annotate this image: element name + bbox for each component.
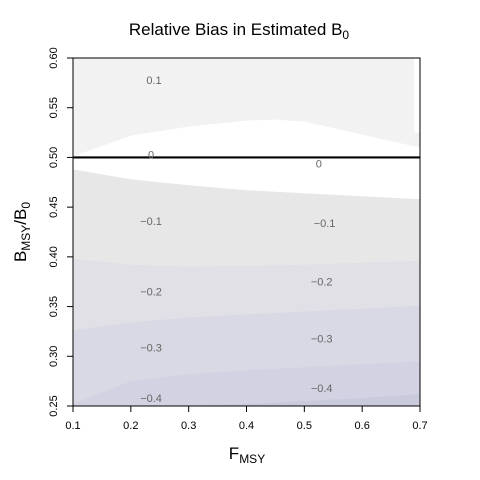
contour-label: −0.2: [140, 287, 162, 299]
x-tick-label: 0.4: [239, 420, 254, 432]
contour-label: −0.1: [314, 218, 336, 230]
x-axis: 0.1 0.2 0.3 0.4 0.5 0.6 0.7: [65, 406, 428, 432]
contour-label: 0: [148, 149, 154, 161]
contour-label: −0.4: [140, 393, 162, 405]
y-tick-label: 0.35: [48, 296, 60, 317]
x-tick-label: 0.3: [181, 420, 196, 432]
x-tick-label: 0.7: [412, 420, 427, 432]
contour-label: −0.3: [140, 342, 162, 354]
y-tick-label: 0.55: [48, 97, 60, 118]
contour-label: 0.1: [146, 75, 161, 87]
plot-area: [72, 57, 421, 407]
contour-label: −0.2: [311, 277, 333, 289]
y-tick-label: 0.25: [48, 395, 60, 416]
y-tick-label: 0.60: [48, 47, 60, 68]
y-axis-title: BMSY/B0: [11, 202, 33, 262]
contour-band-zero-upper: [73, 119, 420, 158]
x-axis-title: FMSY: [229, 444, 265, 466]
x-tick-label: 0.1: [65, 420, 80, 432]
chart-title: Relative Bias in Estimated B0: [129, 20, 350, 42]
contour-label: −0.3: [311, 333, 333, 345]
contour-label: 0: [316, 158, 322, 170]
x-tick-label: 0.5: [297, 420, 312, 432]
contour-label: −0.1: [140, 216, 162, 228]
x-tick-label: 0.6: [355, 420, 370, 432]
contour-labels: 0.1 0 0 −0.1 −0.1 −0.2 −0.2 −0.3 −0.3 −0.4 −0.4: [140, 75, 335, 405]
y-tick-label: 0.45: [48, 196, 60, 217]
y-tick-label: 0.30: [48, 346, 60, 367]
contour-band-5: [73, 361, 420, 406]
y-tick-label: 0.50: [48, 147, 60, 168]
x-tick-label: 0.2: [123, 420, 138, 432]
y-tick-label: 0.40: [48, 246, 60, 267]
y-axis: 0.25 0.30 0.35 0.40 0.45 0.50 0.55 0.60: [48, 47, 73, 417]
contour-band-6: [73, 394, 420, 406]
contour-label: −0.4: [311, 383, 333, 395]
